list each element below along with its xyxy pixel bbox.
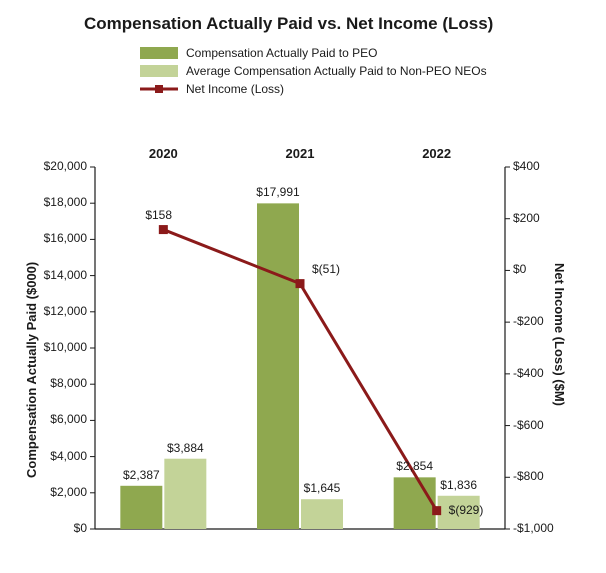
right-axis-tick: $0 bbox=[513, 262, 526, 276]
left-axis-tick: $16,000 bbox=[44, 231, 87, 245]
left-axis-tick: $2,000 bbox=[50, 485, 87, 499]
bar-peo-value: $2,854 bbox=[385, 459, 445, 473]
net-income-marker bbox=[159, 225, 168, 234]
bar-neo-value: $1,645 bbox=[292, 481, 352, 495]
left-axis-tick: $0 bbox=[74, 521, 87, 535]
left-axis-label: Compensation Actually Paid ($000) bbox=[24, 262, 39, 478]
left-axis-tick: $14,000 bbox=[44, 268, 87, 282]
category-label: 2022 bbox=[407, 146, 467, 161]
net-income-value: $(51) bbox=[312, 262, 372, 276]
bar-neo-value: $3,884 bbox=[155, 441, 215, 455]
legend-label: Compensation Actually Paid to PEO bbox=[186, 46, 377, 60]
left-axis-tick: $18,000 bbox=[44, 195, 87, 209]
legend-label: Average Compensation Actually Paid to No… bbox=[186, 64, 487, 78]
right-axis-tick: $400 bbox=[513, 159, 540, 173]
net-income-value: $(929) bbox=[449, 503, 509, 517]
legend-line-icon bbox=[140, 83, 178, 95]
bar-neo-value: $1,836 bbox=[429, 478, 489, 492]
bar-neo bbox=[301, 499, 343, 529]
category-label: 2020 bbox=[133, 146, 193, 161]
bar-peo bbox=[257, 203, 299, 529]
chart-title: Compensation Actually Paid vs. Net Incom… bbox=[84, 14, 493, 34]
legend-item: Compensation Actually Paid to PEO bbox=[140, 46, 487, 60]
right-axis-label: Net Income (Loss) ($M) bbox=[552, 263, 567, 406]
legend: Compensation Actually Paid to PEO Average… bbox=[140, 46, 487, 100]
left-axis-tick: $6,000 bbox=[50, 412, 87, 426]
legend-label: Net Income (Loss) bbox=[186, 82, 284, 96]
right-axis-tick: -$200 bbox=[513, 314, 544, 328]
legend-swatch bbox=[140, 47, 178, 59]
legend-item: Net Income (Loss) bbox=[140, 82, 487, 96]
left-axis-tick: $8,000 bbox=[50, 376, 87, 390]
left-axis-tick: $4,000 bbox=[50, 449, 87, 463]
net-income-marker bbox=[432, 506, 441, 515]
right-axis-tick: -$800 bbox=[513, 469, 544, 483]
right-axis-tick: $200 bbox=[513, 211, 540, 225]
right-axis-tick: -$600 bbox=[513, 418, 544, 432]
right-axis-tick: -$1,000 bbox=[513, 521, 554, 535]
left-axis-tick: $20,000 bbox=[44, 159, 87, 173]
net-income-marker bbox=[296, 279, 305, 288]
left-axis-tick: $10,000 bbox=[44, 340, 87, 354]
bar-peo bbox=[120, 486, 162, 529]
left-axis-tick: $12,000 bbox=[44, 304, 87, 318]
right-axis-tick: -$400 bbox=[513, 366, 544, 380]
legend-swatch bbox=[140, 65, 178, 77]
bar-peo-value: $17,991 bbox=[248, 185, 308, 199]
bar-peo-value: $2,387 bbox=[111, 468, 171, 482]
category-label: 2021 bbox=[270, 146, 330, 161]
legend-item: Average Compensation Actually Paid to No… bbox=[140, 64, 487, 78]
net-income-value: $158 bbox=[145, 208, 205, 222]
